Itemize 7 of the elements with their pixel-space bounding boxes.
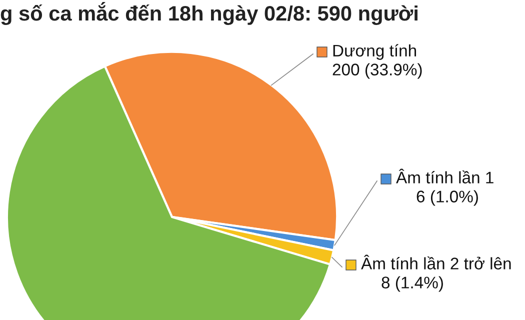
data-label: 8 (1.4%): [382, 276, 443, 292]
data-label: 6 (1.0%): [416, 190, 478, 206]
legend-label: Dương tính: [333, 44, 416, 60]
legend-label: Âm tính lần 2 trở lên: [361, 254, 511, 270]
chart-title: g số ca mắc đến 18h ngày 02/8: 590 người: [0, 2, 418, 25]
data-label: 200 (33.9%): [332, 63, 422, 79]
legend-label: Âm tính lần 1: [396, 168, 494, 184]
